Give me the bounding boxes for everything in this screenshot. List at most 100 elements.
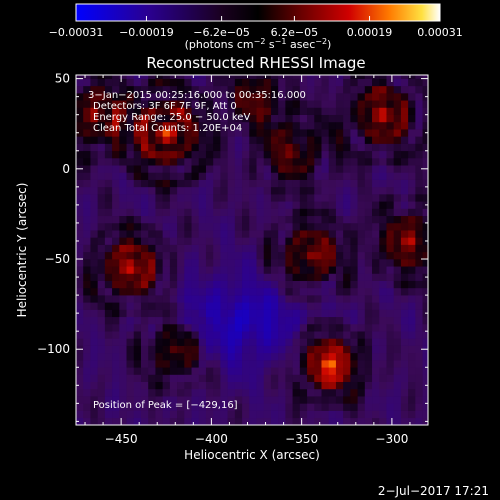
heatmap-cell: [408, 129, 416, 137]
heatmap-cell: [422, 121, 429, 130]
heatmap-cell: [227, 237, 236, 245]
heatmap-cell: [400, 150, 409, 159]
heatmap-cell: [112, 338, 120, 346]
heatmap-cell: [379, 201, 387, 209]
heatmap-cell: [76, 374, 84, 382]
heatmap-cell: [343, 244, 351, 253]
heatmap-cell: [104, 367, 113, 375]
heatmap-cell: [285, 374, 293, 382]
heatmap-cell: [148, 121, 156, 130]
heatmap-cell: [119, 360, 127, 368]
heatmap-cell: [162, 302, 171, 310]
heatmap-cell: [133, 121, 142, 130]
heatmap-cell: [220, 360, 228, 368]
heatmap-cell: [285, 403, 293, 411]
heatmap-cell: [299, 165, 308, 173]
heatmap-cell: [184, 352, 192, 361]
heatmap-cell: [299, 121, 308, 130]
heatmap-cell: [213, 215, 221, 224]
heatmap-cell: [328, 259, 337, 267]
heatmap-cell: [386, 367, 394, 375]
heatmap-cell: [408, 345, 416, 354]
heatmap-cell: [205, 136, 214, 144]
heatmap-cell: [379, 374, 387, 382]
heatmap-cell: [213, 352, 221, 361]
heatmap-cell: [249, 302, 257, 310]
heatmap-cell: [299, 230, 308, 238]
heatmap-cell: [191, 302, 200, 310]
heatmap-cell: [357, 165, 366, 173]
heatmap-cell: [133, 266, 142, 274]
heatmap-cell: [285, 345, 293, 354]
heatmap-cell: [198, 345, 207, 354]
heatmap-cell: [307, 381, 315, 390]
heatmap-cell: [299, 374, 308, 382]
y-tick-labels: 500−50−100: [37, 72, 70, 357]
heatmap-cell: [350, 352, 358, 361]
heatmap-cell: [278, 352, 286, 361]
heatmap-cell: [321, 237, 330, 245]
heatmap-cell: [335, 396, 344, 404]
heatmap-cell: [278, 251, 286, 260]
heatmap-cell: [278, 331, 286, 339]
heatmap-cell: [184, 251, 192, 260]
heatmap-cell: [372, 136, 380, 144]
heatmap-cell: [386, 360, 394, 368]
heatmap-cell: [263, 309, 272, 318]
heatmap-cell: [133, 143, 142, 152]
heatmap-cell: [155, 143, 163, 152]
heatmap-cell: [278, 222, 286, 231]
heatmap-cell: [343, 295, 351, 303]
heatmap-cell: [249, 280, 257, 289]
heatmap-cell: [386, 172, 394, 180]
heatmap-cell: [307, 230, 315, 238]
heatmap-cell: [97, 186, 106, 195]
heatmap-cell: [97, 172, 106, 180]
heatmap-cell: [198, 403, 207, 411]
heatmap-cell: [386, 201, 394, 209]
heatmap-cell: [386, 244, 394, 253]
heatmap-cell: [83, 179, 91, 188]
heatmap-cell: [90, 345, 98, 354]
heatmap-cell: [140, 403, 149, 411]
heatmap-cell: [292, 287, 301, 296]
heatmap-cell: [372, 230, 380, 238]
heatmap-cell: [227, 259, 236, 267]
heatmap-cell: [335, 100, 344, 108]
heatmap-cell: [140, 107, 149, 115]
heatmap-cell: [357, 244, 366, 253]
heatmap-cell: [422, 352, 429, 361]
heatmap-cell: [270, 215, 279, 224]
heatmap-cell: [299, 107, 308, 115]
heatmap-cell: [90, 129, 98, 137]
heatmap-cell: [177, 114, 185, 123]
heatmap-cell: [335, 338, 344, 346]
heatmap-cell: [386, 381, 394, 390]
heatmap-cell: [83, 338, 91, 346]
heatmap-cell: [242, 208, 250, 217]
heatmap-cell: [119, 186, 127, 195]
heatmap-cell: [104, 280, 113, 289]
heatmap-cell: [285, 338, 293, 346]
heatmap-cell: [307, 302, 315, 310]
heatmap-cell: [408, 222, 416, 231]
heatmap-cell: [220, 367, 228, 375]
heatmap-cell: [408, 114, 416, 123]
heatmap-cell: [169, 360, 178, 368]
heatmap-cell: [119, 75, 127, 79]
heatmap-cell: [76, 360, 84, 368]
heatmap-cell: [90, 309, 98, 318]
heatmap-cell: [83, 100, 91, 108]
heatmap-cell: [321, 360, 330, 368]
heatmap-cell: [270, 121, 279, 130]
heatmap-cell: [205, 186, 214, 195]
heatmap-cell: [422, 107, 429, 115]
heatmap-cell: [335, 230, 344, 238]
heatmap-cell: [400, 410, 409, 419]
heatmap-cell: [133, 78, 142, 87]
heatmap-cell: [191, 201, 200, 209]
heatmap-cell: [133, 287, 142, 296]
heatmap-cell: [307, 410, 315, 419]
heatmap-cell: [278, 237, 286, 245]
heatmap-cell: [133, 280, 142, 289]
